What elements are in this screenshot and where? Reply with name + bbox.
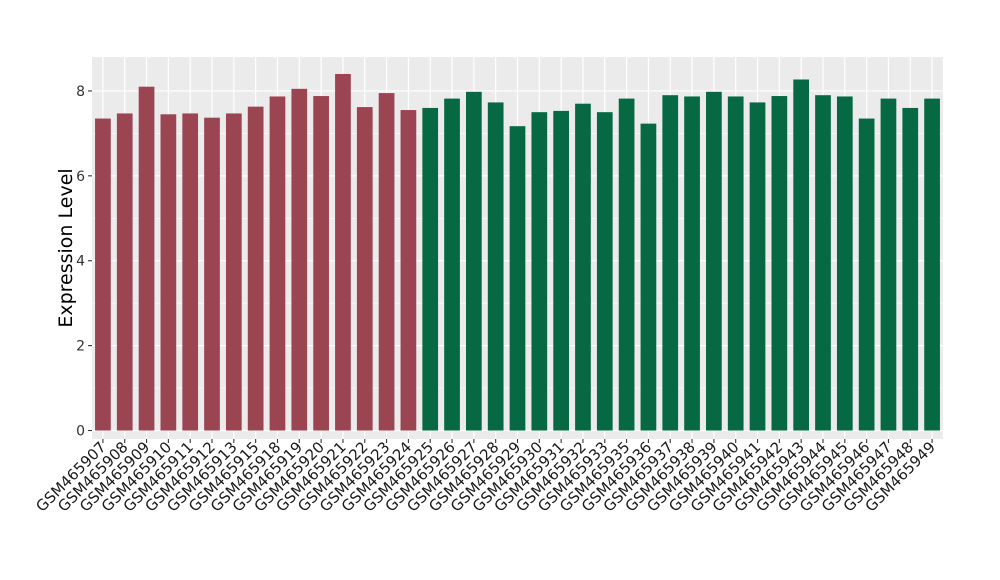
bar-gsm465909 <box>138 86 155 431</box>
bar-gsm465930 <box>531 112 548 431</box>
bar-gsm465913 <box>225 113 242 431</box>
bar-gsm465925 <box>422 107 439 431</box>
bars <box>95 73 940 431</box>
bar-gsm465927 <box>466 91 482 431</box>
bar-gsm465945 <box>836 96 853 431</box>
bar-gsm465924 <box>400 110 417 431</box>
bar-gsm465929 <box>509 126 526 431</box>
bar-gsm465921 <box>335 73 351 431</box>
bar-gsm465933 <box>596 112 613 431</box>
bar-gsm465907 <box>95 118 111 431</box>
bar-gsm465943 <box>793 79 810 431</box>
bar-gsm465928 <box>487 102 504 431</box>
bar-gsm465936 <box>640 123 657 431</box>
bar-gsm465932 <box>575 103 591 431</box>
bar-gsm465922 <box>356 107 373 431</box>
y-tick-label: 6 <box>76 169 85 185</box>
bar-gsm465948 <box>902 107 919 431</box>
bar-gsm465923 <box>378 93 395 431</box>
bar-gsm465919 <box>291 88 308 431</box>
bar-gsm465939 <box>706 91 722 431</box>
bar-gsm465926 <box>444 98 460 431</box>
y-tick-label: 8 <box>76 84 85 100</box>
bar-gsm465938 <box>684 96 700 431</box>
bar-gsm465944 <box>815 95 831 431</box>
y-axis-title: Expression Level <box>55 168 77 327</box>
bar-gsm465937 <box>662 95 679 431</box>
bar-gsm465931 <box>553 110 569 431</box>
bar-gsm465911 <box>182 113 199 431</box>
bar-gsm465908 <box>116 113 133 431</box>
bar-gsm465940 <box>727 96 744 431</box>
bar-gsm465915 <box>247 106 264 431</box>
bar-gsm465918 <box>269 96 286 431</box>
y-axis: 0 2 4 6 8 <box>76 84 92 440</box>
bar-gsm465941 <box>749 102 766 431</box>
bar-gsm465912 <box>204 117 220 431</box>
y-tick-label: 2 <box>76 339 85 355</box>
bar-gsm465920 <box>313 96 329 431</box>
bar-gsm465935 <box>618 98 635 431</box>
bar-gsm465947 <box>880 98 897 431</box>
bar-gsm465910 <box>160 114 177 431</box>
x-axis: GSM465907GSM465908GSM465909GSM465910GSM4… <box>32 438 939 515</box>
bar-gsm465946 <box>858 118 875 431</box>
y-tick-label: 0 <box>76 424 85 440</box>
bar-gsm465942 <box>771 96 788 431</box>
bar-gsm465949 <box>924 98 940 431</box>
y-tick-label: 4 <box>76 254 85 270</box>
